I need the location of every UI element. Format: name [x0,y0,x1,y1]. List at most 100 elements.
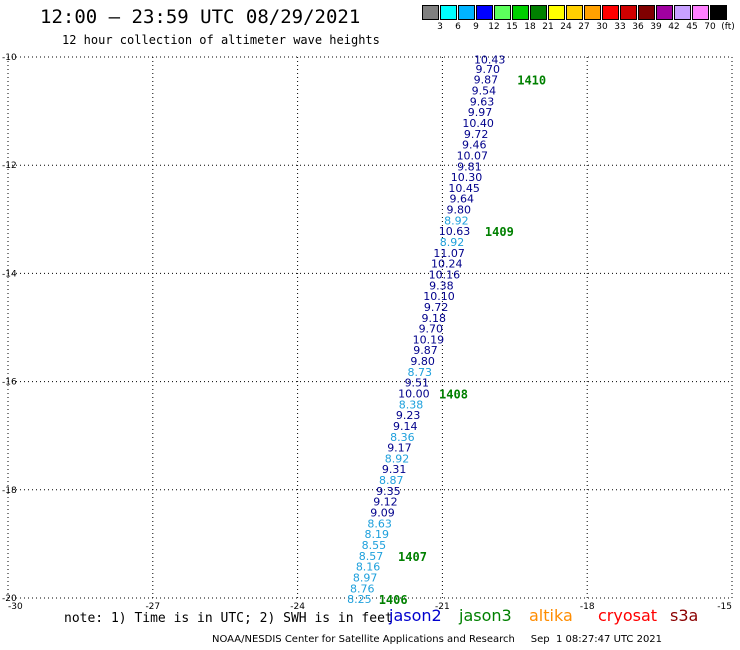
wave-height-label: 9.87 [413,344,438,357]
wave-height-label: 8.92 [440,236,465,249]
pass-number-label: 1407 [398,550,427,564]
grid-lines [7,56,733,599]
wave-height-label: 9.09 [370,507,395,520]
color-scale-label: 42 [668,22,680,32]
color-swatch [710,5,727,20]
color-scale-label: 15 [506,22,518,32]
legend-s3a: s3a [670,606,699,625]
wave-height-chart: -30 -27 -24 -21 -18 -15 -10 -12 -14 -16 -18 -20 10.… [2,53,733,610]
units-note: note: 1) Time is in UTC; 2) SWH is in fe… [64,611,393,626]
wave-height-label: 9.81 [457,160,482,173]
wave-height-label: 8.19 [365,528,390,541]
wave-height-label: 9.72 [464,128,489,141]
color-swatch [656,5,673,20]
wave-height-label: 9.31 [382,463,407,476]
wave-height-label: 10.10 [423,290,455,303]
wave-height-label: 8.36 [390,431,415,444]
wave-height-label: 8.87 [379,474,404,487]
color-scale-label: 70 [704,22,716,32]
wave-height-label: 8.97 [353,571,378,584]
axis-tick-labels: -30 -27 -24 -21 -18 -15 -10 -12 -14 -16 -18 -20 [2,53,732,610]
color-swatch [584,5,601,20]
color-scale-label: 33 [614,22,626,32]
wave-height-label: 10.43 [474,54,506,67]
wave-height-label: 9.80 [410,355,435,368]
footer-credit: NOAA/NESDIS Center for Satellite Applica… [212,634,663,645]
color-scale-label: 27 [578,22,590,32]
wave-height-label: 9.97 [468,106,493,119]
color-scale-label: 3 [437,22,443,32]
color-swatch [440,5,457,20]
wave-height-label: 10.40 [462,117,494,130]
chart-title: 12:00 – 23:59 UTC 08/29/2021 [40,6,361,28]
color-scale-label: (ft) [721,22,735,32]
wave-height-label: 10.07 [457,149,489,162]
color-swatch [458,5,475,20]
wave-height-label: 9.87 [474,74,499,87]
color-swatch [566,5,583,20]
color-scale-label: 30 [596,22,608,32]
x-tick-label: -27 [145,602,160,610]
legend-altika: altika [529,606,573,625]
wave-height-label: 8.76 [350,582,375,595]
color-swatch [494,5,511,20]
color-swatch [476,5,493,20]
y-tick-label: -10 [2,53,17,63]
color-scale-label: 6 [455,22,461,32]
wave-height-label: 8.92 [444,214,469,227]
wave-height-label: 10.00 [398,388,430,401]
wave-height-label: 10.19 [413,333,445,346]
wave-height-label: 9.38 [429,279,454,292]
wave-height-label: 9.23 [396,409,421,422]
pass-number-label: 1408 [439,388,468,402]
color-scale-legend: 3 6 9 12 15 18 21 24 27 30 33 36 39 42 45 70 (ft) [422,5,735,35]
wave-height-label: 9.54 [472,85,497,98]
legend-cryosat: cryosat [598,606,658,625]
color-scale-label: 39 [650,22,662,32]
wave-height-points: 10.439.709.879.549.639.9710.409.729.4610… [347,54,505,606]
color-scale-label: 21 [542,22,554,32]
wave-height-label: 9.12 [373,496,398,509]
color-swatch [602,5,619,20]
wave-height-label: 8.57 [359,550,384,563]
wave-height-label: 8.55 [362,539,387,552]
color-scale-label: 18 [524,22,536,32]
color-scale-label: 9 [473,22,479,32]
wave-height-label: 8.63 [367,517,392,530]
wave-height-label: 9.70 [476,63,501,76]
color-swatch [674,5,691,20]
color-swatch [422,5,439,20]
x-tick-label: -18 [580,602,595,610]
color-swatch [638,5,655,20]
wave-height-label: 8.25 [347,593,372,606]
wave-height-label: 11.07 [433,247,465,260]
pass-number-label: 1409 [485,225,514,239]
y-tick-label: -14 [2,269,17,279]
wave-height-label: 10.30 [451,171,483,184]
pass-number-label: 1410 [517,74,546,88]
wave-height-label: 9.51 [405,377,430,390]
x-tick-label: -15 [717,602,732,610]
wave-height-label: 8.92 [385,452,410,465]
y-tick-label: -20 [2,594,17,604]
wave-height-label: 10.24 [431,258,463,271]
x-tick-label: -21 [435,602,450,610]
pass-number-label: 1406 [379,593,408,607]
color-scale-label: 36 [632,22,644,32]
wave-height-label: 8.38 [399,398,424,411]
wave-height-label: 9.18 [421,312,446,325]
wave-height-label: 9.70 [419,323,444,336]
wave-height-label: 9.63 [470,95,495,108]
color-swatch [692,5,709,20]
wave-height-label: 9.80 [447,204,472,217]
wave-height-label: 10.45 [448,182,480,195]
wave-height-label: 8.73 [407,366,432,379]
color-scale-label: 45 [686,22,698,32]
wave-height-label: 8.16 [356,561,381,574]
color-swatch [620,5,637,20]
color-scale-label: 24 [560,22,572,32]
color-swatch [512,5,529,20]
wave-height-label: 9.72 [424,301,449,314]
color-scale-label: 12 [488,22,500,32]
y-tick-label: -18 [2,486,17,496]
